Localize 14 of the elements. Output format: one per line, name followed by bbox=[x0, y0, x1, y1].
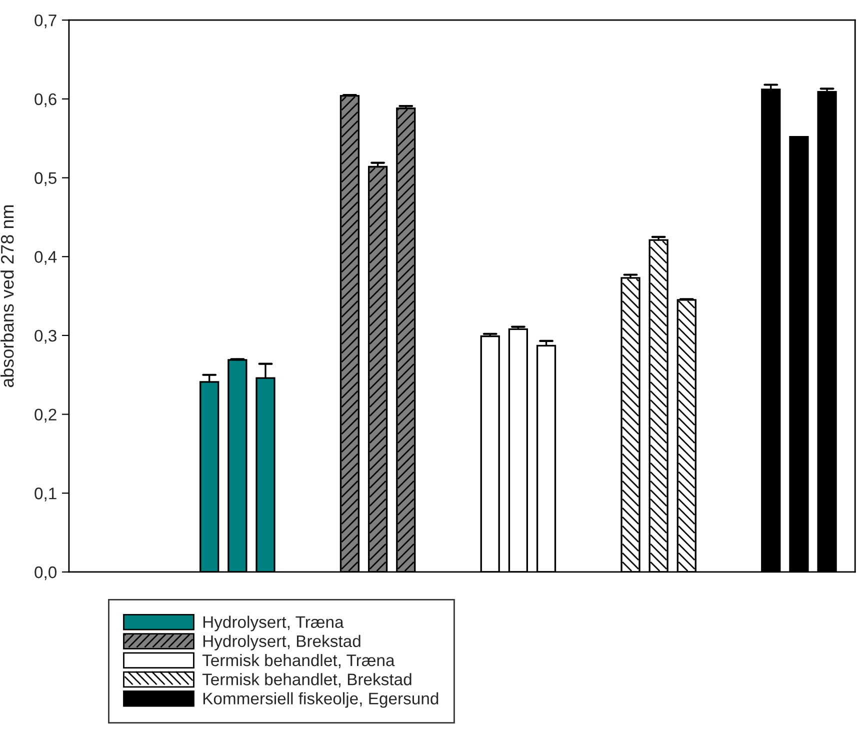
y-axis-title: absorbans ved 278 nm bbox=[0, 205, 14, 388]
y-tick-label: 0,4 bbox=[34, 251, 57, 265]
y-tick-label: 0,1 bbox=[34, 488, 56, 502]
y-tick-label: 0,6 bbox=[34, 93, 56, 108]
legend-label: Hydrolysert, Træna bbox=[203, 616, 344, 632]
legend-label: Kommersiell fiskeolje, Egersund bbox=[203, 692, 438, 708]
y-tick-label: 0,2 bbox=[34, 408, 56, 422]
y-tick-label: 0,5 bbox=[34, 172, 56, 186]
legend-label: Termisk behandlet, Brekstad bbox=[202, 673, 412, 688]
legend-label: Termisk behandlet, Træna bbox=[202, 654, 395, 668]
y-tick-label: 0,0 bbox=[34, 566, 57, 580]
legend-label: Hydrolysert, Brekstad bbox=[203, 634, 360, 650]
y-tick-label: 0,3 bbox=[34, 330, 56, 344]
y-tick-label: 0,7 bbox=[34, 14, 56, 28]
